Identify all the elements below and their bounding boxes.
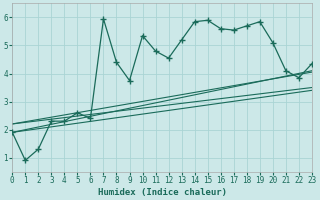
- X-axis label: Humidex (Indice chaleur): Humidex (Indice chaleur): [98, 188, 227, 197]
